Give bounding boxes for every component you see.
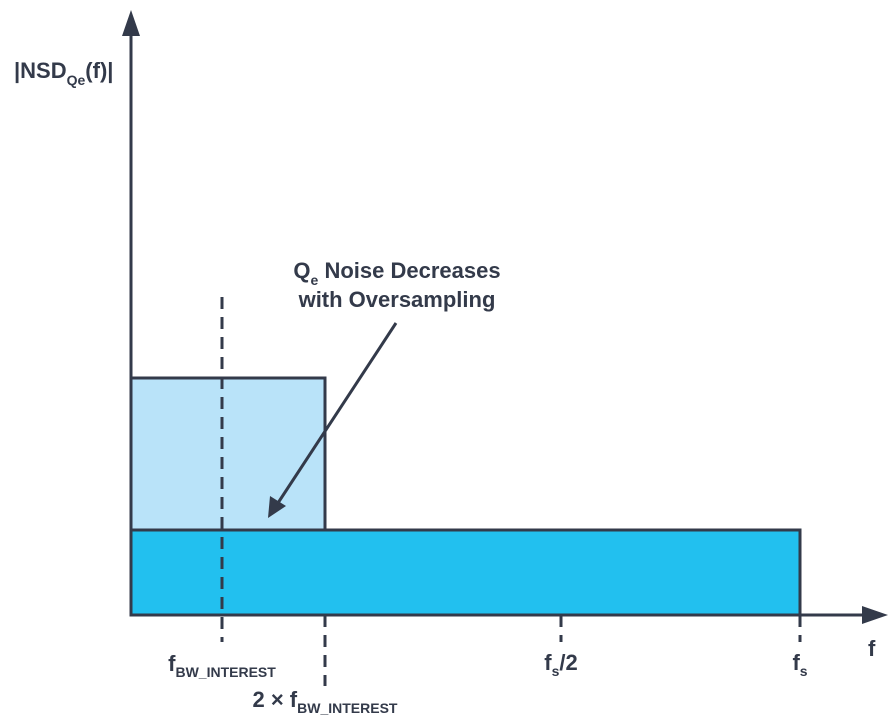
nyquist-noise-block xyxy=(129,376,327,532)
x-axis-label: f xyxy=(868,636,876,661)
fs-half-label: fs/2 xyxy=(544,650,577,679)
oversampled-noise-block xyxy=(129,528,802,617)
callout-line-1: Qe Noise Decreases xyxy=(293,258,500,288)
y-axis-arrowhead xyxy=(122,10,140,36)
callout-arrowhead xyxy=(268,496,286,518)
f-bw-interest-label: fBW_INTEREST xyxy=(168,651,276,680)
y-axis-label: |NSDQe(f)| xyxy=(14,58,113,88)
callout-line-2: with Oversampling xyxy=(298,287,496,312)
x-axis-arrowhead xyxy=(862,606,888,624)
fs-label: fs xyxy=(792,650,807,679)
callout-arrow xyxy=(274,322,398,507)
two-f-bw-interest-label: 2 × fBW_INTEREST xyxy=(253,687,398,716)
